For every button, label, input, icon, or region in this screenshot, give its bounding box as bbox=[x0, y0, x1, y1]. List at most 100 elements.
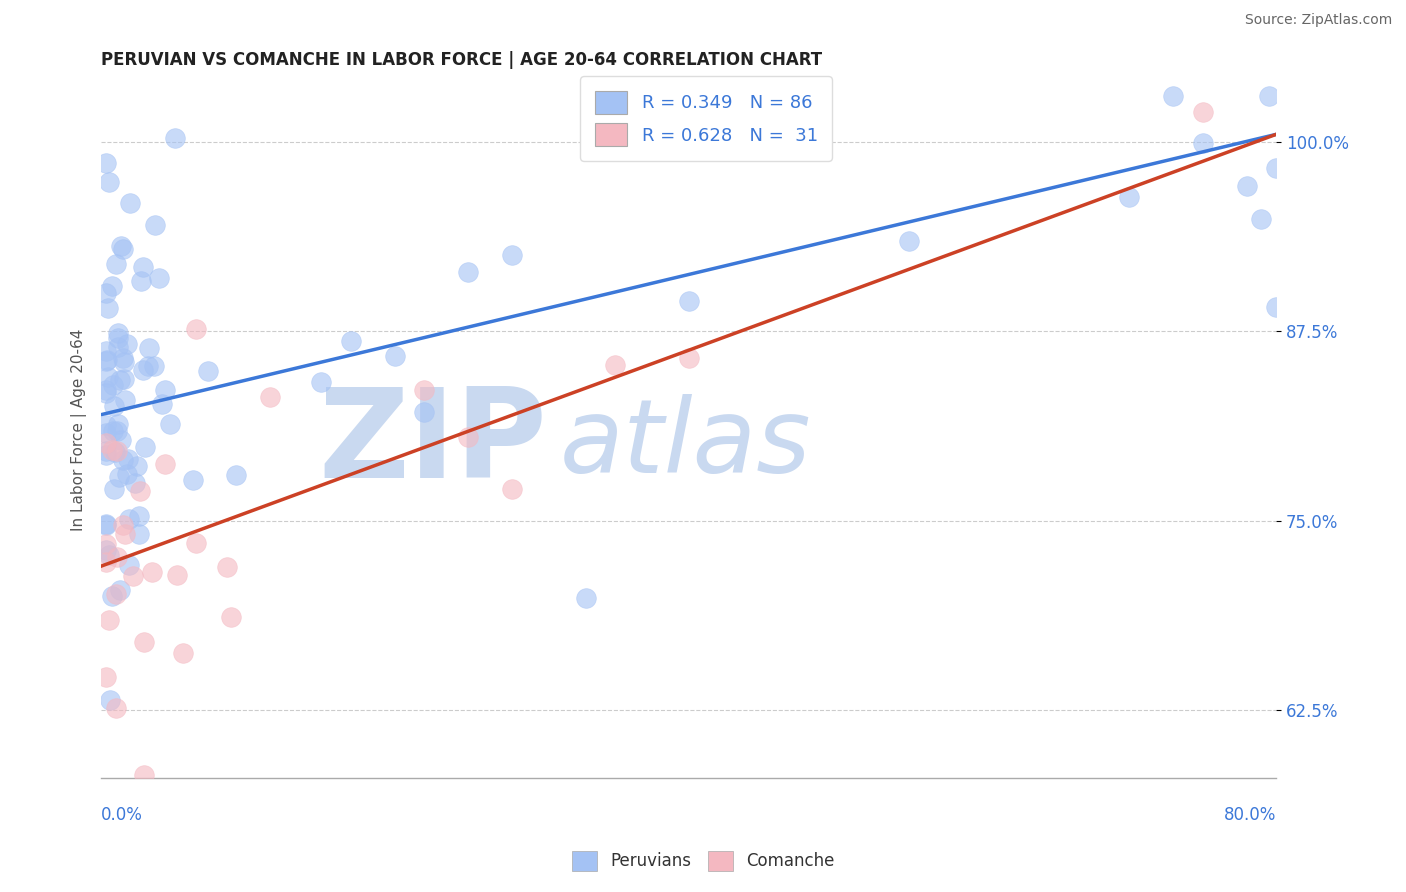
Point bbox=[159, 417, 181, 432]
Point bbox=[118, 558, 141, 573]
Point bbox=[132, 634, 155, 648]
Point bbox=[132, 362, 155, 376]
Point bbox=[101, 443, 124, 458]
Point bbox=[118, 195, 141, 210]
Point bbox=[97, 301, 120, 315]
Point bbox=[107, 417, 129, 432]
Point bbox=[107, 326, 129, 340]
Point bbox=[259, 390, 281, 404]
Point bbox=[94, 536, 117, 550]
Point bbox=[134, 767, 156, 781]
Point bbox=[384, 349, 406, 363]
Point bbox=[112, 355, 135, 369]
Point bbox=[114, 527, 136, 541]
Point bbox=[94, 516, 117, 531]
Point bbox=[1265, 161, 1288, 175]
Point bbox=[105, 443, 128, 458]
Point bbox=[1257, 89, 1279, 103]
Point bbox=[117, 451, 139, 466]
Point bbox=[100, 589, 122, 603]
Point bbox=[107, 331, 129, 345]
Text: PERUVIAN VS COMANCHE IN LABOR FORCE | AGE 20-64 CORRELATION CHART: PERUVIAN VS COMANCHE IN LABOR FORCE | AG… bbox=[101, 51, 823, 69]
Y-axis label: In Labor Force | Age 20-64: In Labor Force | Age 20-64 bbox=[72, 328, 87, 531]
Point bbox=[97, 369, 120, 384]
Point bbox=[678, 351, 700, 365]
Point bbox=[110, 238, 132, 252]
Point bbox=[105, 550, 128, 565]
Legend: Peruvians, Comanche: Peruvians, Comanche bbox=[564, 842, 842, 880]
Point bbox=[96, 353, 118, 368]
Point bbox=[104, 256, 127, 270]
Point bbox=[153, 383, 176, 397]
Point bbox=[104, 587, 127, 601]
Point bbox=[94, 670, 117, 684]
Point bbox=[94, 517, 117, 532]
Point bbox=[115, 467, 138, 481]
Point bbox=[105, 424, 128, 438]
Point bbox=[1236, 178, 1258, 193]
Point bbox=[117, 337, 139, 351]
Point bbox=[1191, 104, 1213, 119]
Point bbox=[94, 386, 117, 401]
Point bbox=[457, 265, 479, 279]
Point bbox=[1191, 136, 1213, 151]
Point bbox=[98, 693, 121, 707]
Point bbox=[94, 286, 117, 301]
Point bbox=[1265, 300, 1288, 314]
Point bbox=[112, 518, 135, 533]
Point bbox=[142, 359, 165, 373]
Point bbox=[225, 467, 247, 482]
Point bbox=[413, 383, 436, 397]
Point bbox=[129, 483, 152, 498]
Point bbox=[103, 483, 125, 497]
Point bbox=[134, 440, 156, 454]
Point bbox=[184, 536, 207, 550]
Point bbox=[501, 248, 523, 262]
Point bbox=[166, 568, 188, 582]
Point bbox=[136, 359, 159, 373]
Point bbox=[101, 378, 124, 392]
Point bbox=[118, 512, 141, 526]
Text: 0.0%: 0.0% bbox=[101, 806, 143, 824]
Point bbox=[143, 218, 166, 232]
Point bbox=[1118, 189, 1140, 203]
Text: 80.0%: 80.0% bbox=[1223, 806, 1277, 824]
Point bbox=[94, 354, 117, 368]
Point bbox=[311, 375, 333, 389]
Point bbox=[1161, 89, 1184, 103]
Point bbox=[112, 372, 135, 386]
Point bbox=[219, 610, 242, 624]
Point bbox=[575, 591, 598, 606]
Point bbox=[150, 397, 173, 411]
Point bbox=[132, 260, 155, 274]
Point bbox=[163, 131, 186, 145]
Point bbox=[94, 448, 117, 462]
Point bbox=[103, 400, 125, 414]
Point bbox=[340, 334, 363, 349]
Point bbox=[141, 565, 163, 579]
Point bbox=[94, 156, 117, 170]
Point bbox=[131, 274, 153, 288]
Point bbox=[94, 555, 117, 569]
Point bbox=[124, 475, 146, 490]
Point bbox=[111, 242, 134, 256]
Point bbox=[98, 175, 121, 189]
Point bbox=[128, 527, 150, 541]
Point bbox=[108, 583, 131, 598]
Point bbox=[107, 340, 129, 354]
Point bbox=[172, 646, 194, 660]
Point bbox=[125, 458, 148, 473]
Point bbox=[110, 373, 132, 387]
Point bbox=[153, 457, 176, 471]
Point bbox=[110, 433, 132, 447]
Point bbox=[94, 344, 117, 359]
Point bbox=[105, 701, 128, 715]
Point bbox=[186, 322, 208, 336]
Point bbox=[94, 444, 117, 458]
Text: Source: ZipAtlas.com: Source: ZipAtlas.com bbox=[1244, 13, 1392, 28]
Point bbox=[98, 613, 121, 627]
Point bbox=[94, 426, 117, 441]
Point bbox=[112, 452, 135, 467]
Point bbox=[98, 548, 121, 562]
Point bbox=[897, 234, 920, 248]
